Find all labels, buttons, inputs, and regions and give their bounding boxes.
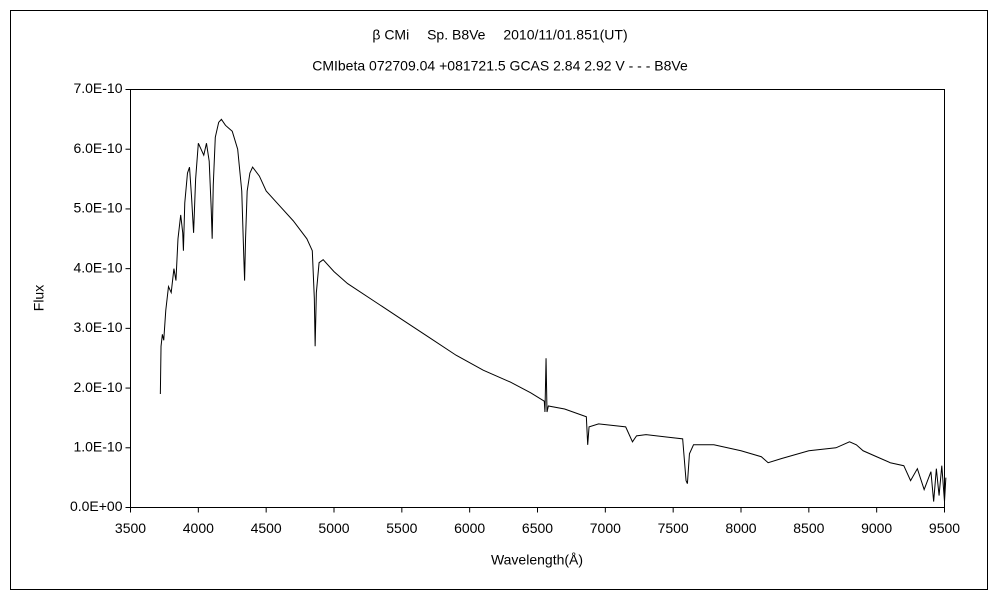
x-tick-label: 4500	[251, 520, 282, 536]
x-tick-label: 8500	[793, 520, 824, 536]
x-tick-label: 4000	[183, 520, 214, 536]
x-tick-label: 5000	[318, 520, 349, 536]
x-tick-label: 3500	[115, 520, 146, 536]
x-tick-label: 6000	[454, 520, 485, 536]
y-tick-label: 6.0E-10	[73, 140, 122, 156]
plot-area	[130, 89, 945, 508]
y-tick-label: 4.0E-10	[73, 259, 122, 275]
x-tick-label: 5500	[386, 520, 417, 536]
y-tick-label: 0.0E+00	[70, 498, 123, 514]
x-axis-label: Wavelength(Å)	[491, 552, 583, 568]
y-axis-label: Flux	[31, 285, 47, 311]
x-tick-label: 9000	[861, 520, 892, 536]
y-tick-label: 2.0E-10	[73, 379, 122, 395]
x-tick-label: 6500	[522, 520, 553, 536]
y-tick-label: 3.0E-10	[73, 319, 122, 335]
y-tick-label: 5.0E-10	[73, 200, 122, 216]
x-tick-label: 8000	[725, 520, 756, 536]
chart-title: β CMi Sp. B8Ve 2010/11/01.851(UT)	[372, 27, 627, 43]
x-tick-label: 7500	[658, 520, 689, 536]
spectrum-line	[159, 118, 947, 502]
x-tick-label: 7000	[590, 520, 621, 536]
x-tick-label: 9500	[929, 520, 960, 536]
y-tick-label: 7.0E-10	[73, 80, 122, 96]
y-tick-label: 1.0E-10	[73, 438, 122, 454]
chart-subtitle: CMIbeta 072709.04 +081721.5 GCAS 2.84 2.…	[312, 58, 688, 74]
